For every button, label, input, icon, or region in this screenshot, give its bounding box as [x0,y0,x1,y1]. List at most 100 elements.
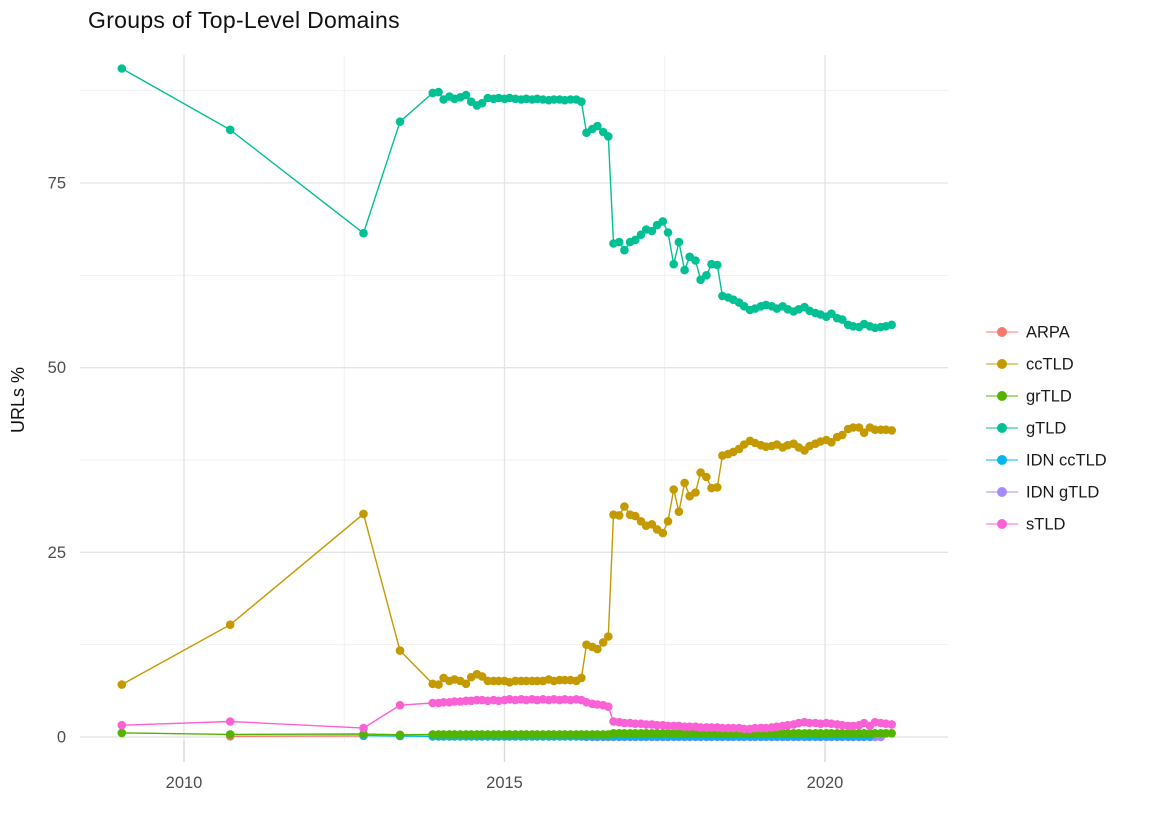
y-tick-label: 75 [48,174,66,192]
gridlines-group [80,55,948,742]
data-point [838,430,847,440]
data-point [669,485,678,494]
data-point [827,309,836,319]
y-tick-label: 0 [57,729,66,747]
data-point [359,509,368,519]
data-point [887,720,896,729]
data-point [598,638,608,647]
axis-labels-group: 2010 2015 2020 0 25 50 75 [48,174,844,792]
data-point [838,315,847,324]
data-point [680,478,689,488]
legend-item-idn-gtld: IDN gTLD [986,484,1099,502]
data-point [696,468,705,477]
legend-key-dot [997,327,1007,337]
legend-item-arpa: ARPA [986,324,1070,342]
data-point [691,256,700,265]
legend-label: grTLD [1026,388,1072,406]
data-point [117,680,127,689]
legend-item-stld: sTLD [986,516,1066,534]
series-cctld [117,423,896,689]
data-point [359,729,368,739]
data-point [395,646,405,655]
data-point [593,121,602,131]
series-line [121,426,892,686]
data-point [631,235,640,245]
data-point [647,226,657,236]
data-point [577,673,586,683]
data-point [658,217,668,226]
legend-key-dot [997,391,1007,401]
data-point [434,680,443,689]
series-line [121,67,892,329]
legend-item-idn-cctld: IDN ccTLD [986,452,1107,470]
data-point [225,125,235,135]
data-point [674,237,684,247]
data-point [477,98,487,108]
chart-title: Groups of Top-Level Domains [88,7,400,33]
legend-label: gTLD [1026,420,1066,438]
data-point [859,428,869,438]
legend-key-dot [997,487,1007,497]
legend-label: ccTLD [1026,356,1074,374]
data-point [887,320,896,330]
data-point [593,644,602,654]
data-point [359,228,368,238]
data-point [359,723,368,733]
data-point [604,132,613,141]
data-point [827,438,836,447]
legend-item-grtld: grTLD [986,388,1072,406]
y-tick-label: 25 [48,544,66,562]
data-point [658,528,668,538]
legend-label: IDN ccTLD [1026,452,1107,470]
series-gtld [117,64,896,333]
legend-key-dot [997,455,1007,465]
x-tick-label: 2010 [166,774,203,792]
data-point [674,507,684,516]
data-point [887,729,896,738]
x-tick-label: 2020 [807,774,844,792]
data-point [636,230,646,239]
data-point [620,245,629,255]
data-point [117,64,127,73]
legend-key-dot [997,519,1007,529]
data-point [117,728,127,738]
legend-label: ARPA [1026,324,1070,342]
legend-label: IDN gTLD [1026,484,1099,502]
data-point [225,717,235,726]
series-arpa [225,731,368,741]
data-point [434,87,443,97]
axis-ticks-group [183,742,826,762]
data-point [461,90,471,100]
legend: ARPA ccTLD grTLD gTLD IDN ccTLD IDN gTLD sTLD [986,324,1107,534]
legend-item-cctld: ccTLD [986,356,1074,374]
series-grtld [117,728,896,740]
y-axis-title: URLs % [8,367,28,433]
legend-item-gtld: gTLD [986,420,1066,438]
data-point [117,720,127,730]
data-point [669,259,678,269]
data-point [225,620,235,629]
data-point [702,271,711,280]
data-series-group [117,64,896,742]
data-point [604,632,613,641]
legend-label: sTLD [1026,516,1066,534]
data-point [577,97,586,106]
series-stld [117,695,896,734]
x-tick-label: 2015 [486,774,523,792]
data-point [713,483,722,492]
data-point [225,730,235,739]
data-point [620,502,629,511]
data-point [604,702,613,711]
data-point [680,265,689,275]
data-point [713,260,722,270]
data-point [614,237,624,247]
data-point [614,511,624,520]
data-point [887,426,896,435]
data-point [461,679,471,689]
y-tick-label: 50 [48,359,66,377]
data-point [395,730,405,740]
data-point [702,472,711,482]
data-point [395,117,405,126]
